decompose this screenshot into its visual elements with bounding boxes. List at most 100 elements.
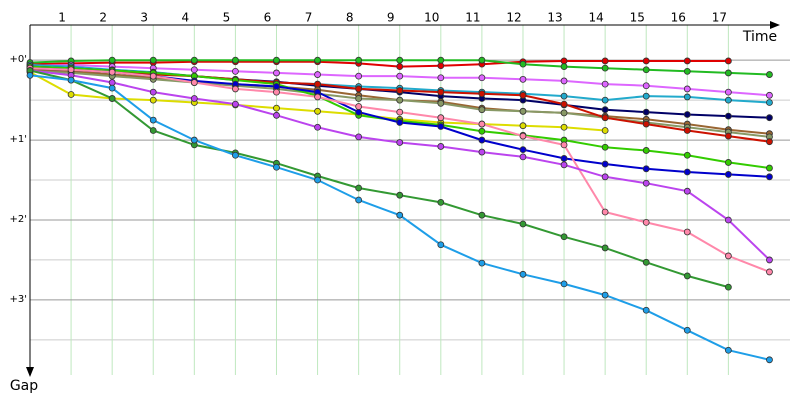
point [724,346,732,354]
point [766,71,773,78]
point [560,57,568,65]
point [314,107,321,115]
point [683,85,691,93]
x-axis-arrow [770,21,780,29]
point [724,171,732,178]
point [766,356,773,364]
point [724,96,732,104]
point [437,241,445,249]
point [642,120,650,128]
point [642,108,650,116]
point [642,165,650,173]
x-tick-label: 13 [547,11,562,25]
point [560,100,568,108]
point [601,96,609,104]
x-tick-label: 12 [506,11,521,25]
point [519,122,527,130]
point [149,56,157,64]
point [273,88,280,96]
point [478,56,486,64]
point [766,173,773,181]
point [437,198,445,206]
x-tick-label: 11 [465,11,480,25]
point [149,127,157,134]
point [314,123,321,131]
point [601,208,609,216]
point [355,184,363,192]
point [478,127,486,135]
point [560,63,568,70]
y-axis-arrow [26,367,34,377]
point [108,84,116,92]
point [478,120,486,128]
point [683,272,691,280]
x-tick-label: 15 [630,11,645,25]
point [766,99,773,106]
point [149,72,157,80]
series-line [29,60,729,68]
point [560,155,568,162]
point [232,56,239,64]
point [478,136,486,144]
point [437,56,445,64]
point [396,191,404,199]
point [273,83,280,90]
point [683,67,691,75]
point [642,92,650,100]
y-tick-label: +2' [10,214,28,225]
point [190,79,198,86]
point [560,109,568,117]
point [273,69,280,77]
point [724,88,732,96]
point [396,119,404,126]
point [766,138,773,146]
point [519,75,527,83]
point [560,123,568,131]
point [396,108,404,116]
point [273,111,280,119]
point [355,95,363,102]
point [396,139,404,146]
point [560,141,568,149]
point [108,95,116,102]
point [519,91,527,99]
point [683,93,691,101]
point [437,74,445,82]
point [355,72,363,80]
point [724,69,732,77]
point [724,159,732,166]
point [355,103,363,110]
point [437,114,445,122]
point [683,187,691,195]
point [560,77,568,85]
point [314,176,321,184]
point [642,82,650,90]
point [642,179,650,187]
point [314,56,321,64]
point [601,80,609,88]
point [560,280,568,288]
point [642,57,650,65]
point [437,143,445,150]
point [314,80,321,88]
point [642,66,650,74]
point [519,146,527,154]
point [601,291,609,299]
series-line [29,69,729,289]
point [683,168,691,176]
point [766,114,773,122]
point [437,123,445,130]
y-tick-label: +0' [10,54,28,65]
point [232,151,239,159]
point [437,88,445,96]
point [642,218,650,226]
point [601,57,609,65]
point [601,173,609,181]
point [396,96,404,104]
point [683,326,691,334]
point [766,256,773,264]
point [724,132,732,140]
point [149,88,157,96]
point [519,132,527,140]
